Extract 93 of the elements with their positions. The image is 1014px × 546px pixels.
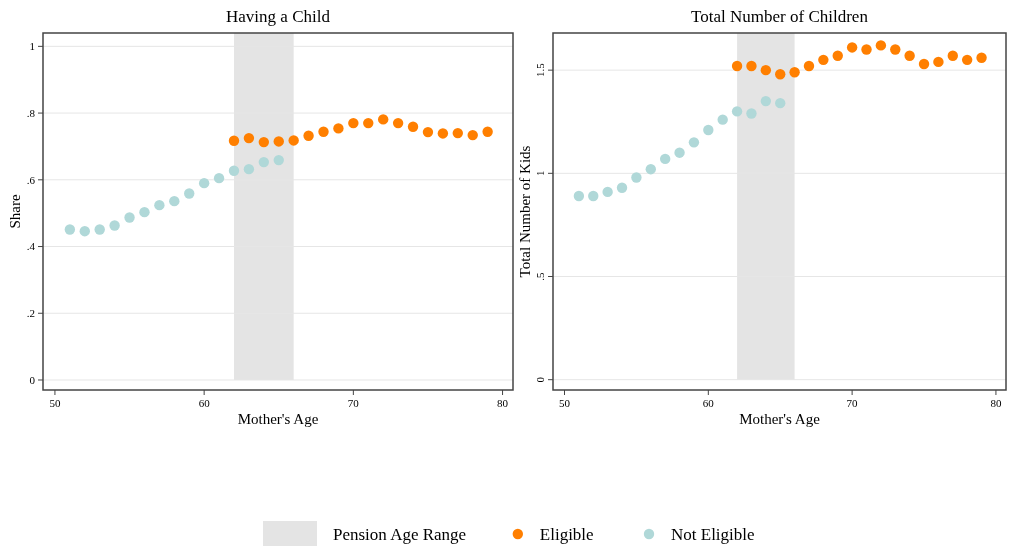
point xyxy=(588,190,599,202)
chart-title: Total Number of Children xyxy=(691,7,869,26)
point xyxy=(482,126,493,137)
point xyxy=(803,60,815,72)
point xyxy=(228,135,240,146)
y-tick-label: .4 xyxy=(26,240,36,253)
point xyxy=(746,60,757,72)
point xyxy=(64,224,76,235)
point xyxy=(616,182,628,193)
point xyxy=(198,177,210,189)
point xyxy=(348,117,359,129)
x-axis-title: Mother's Age xyxy=(237,411,319,427)
x-tick-label: 70 xyxy=(347,397,360,409)
x-tick-label: 50 xyxy=(559,397,571,409)
legend-label: Pension Age Range xyxy=(333,524,467,544)
y-tick-label: 0 xyxy=(29,373,36,386)
point xyxy=(674,147,685,158)
point xyxy=(169,195,180,207)
point xyxy=(333,123,344,134)
y-tick-label: 1 xyxy=(534,170,546,177)
y-tick-label: 0 xyxy=(534,376,546,383)
point xyxy=(688,137,700,148)
point xyxy=(875,40,887,51)
y-tick-label: 1.5 xyxy=(534,62,546,78)
x-tick-label: 80 xyxy=(497,397,509,409)
point xyxy=(243,132,255,144)
y-axis-title: Share xyxy=(7,194,23,229)
point xyxy=(645,164,656,175)
point xyxy=(363,117,374,129)
point xyxy=(243,163,255,175)
legend-label: Not Eligible xyxy=(671,524,755,544)
point xyxy=(775,97,786,109)
point xyxy=(573,190,585,202)
point xyxy=(846,42,858,53)
y-tick-label: .8 xyxy=(26,106,36,119)
point xyxy=(467,129,478,141)
point xyxy=(703,124,714,136)
x-axis-title: Mother's Age xyxy=(739,411,821,427)
point xyxy=(631,172,642,183)
point xyxy=(79,225,90,237)
point xyxy=(258,136,270,148)
point xyxy=(94,224,105,235)
point xyxy=(318,126,329,137)
point xyxy=(775,69,786,80)
y-tick-label: .6 xyxy=(26,173,36,186)
point xyxy=(904,50,915,61)
chart-title: Having a Child xyxy=(226,7,331,26)
point xyxy=(437,128,449,139)
point xyxy=(818,54,829,66)
x-tick-label: 80 xyxy=(990,397,1002,409)
point xyxy=(407,121,419,132)
point xyxy=(273,154,284,166)
legend-label: Eligible xyxy=(539,524,594,544)
point xyxy=(184,188,195,199)
point xyxy=(602,186,613,198)
point xyxy=(933,56,944,68)
point xyxy=(288,135,299,146)
point xyxy=(789,67,800,78)
y-axis-title: Total Number of Kids xyxy=(517,145,533,278)
x-tick-label: 50 xyxy=(49,397,61,409)
point xyxy=(452,127,463,139)
x-tick-label: 60 xyxy=(702,397,715,409)
x-tick-label: 60 xyxy=(198,397,211,409)
point xyxy=(303,130,314,141)
point xyxy=(890,44,901,55)
point xyxy=(760,95,772,107)
point xyxy=(228,165,240,176)
point xyxy=(377,114,389,125)
point xyxy=(109,220,120,231)
point xyxy=(659,153,671,165)
point xyxy=(392,117,404,129)
point xyxy=(273,136,284,147)
point xyxy=(861,44,872,55)
y-tick-label: .2 xyxy=(26,307,35,320)
y-tick-label: 1 xyxy=(29,40,35,53)
point xyxy=(154,199,165,211)
point xyxy=(139,206,150,218)
point xyxy=(976,52,987,63)
point xyxy=(731,106,743,117)
x-tick-label: 70 xyxy=(846,397,859,409)
point xyxy=(760,64,772,76)
point xyxy=(124,212,135,223)
point xyxy=(918,58,930,70)
point xyxy=(422,126,434,138)
point xyxy=(746,108,757,119)
point xyxy=(961,54,973,66)
point xyxy=(258,156,270,168)
point xyxy=(947,50,958,61)
point xyxy=(832,50,843,61)
point xyxy=(213,172,225,184)
point xyxy=(731,60,743,72)
y-tick-label: .5 xyxy=(534,271,546,281)
point xyxy=(717,114,728,125)
